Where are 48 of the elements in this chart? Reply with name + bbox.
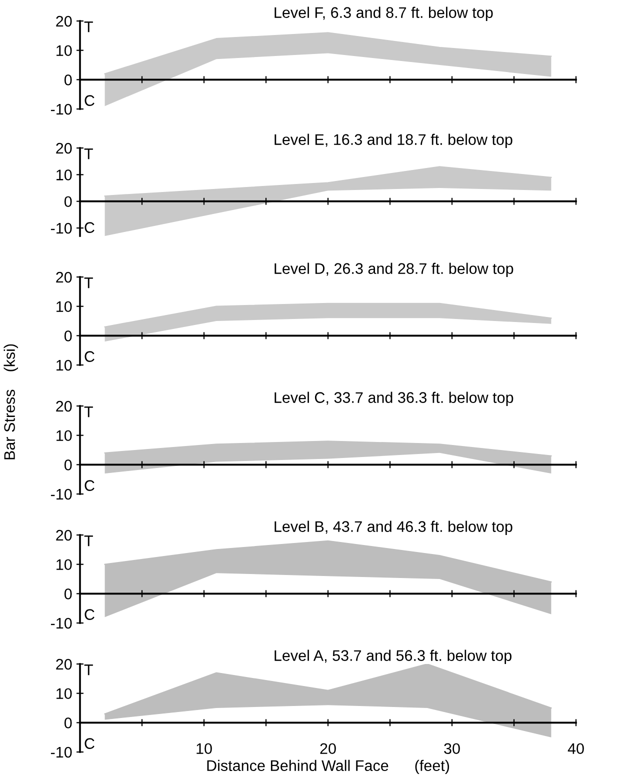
y-tick-label: 20 <box>56 16 72 27</box>
y-tick-label: -10 <box>50 488 72 500</box>
x-tick-label: 10 <box>196 743 212 754</box>
chart-title: Level D, 26.3 and 28.7 ft. below top <box>274 262 514 277</box>
y-tick-label: 20 <box>56 142 72 154</box>
y-tick-label: 20 <box>56 530 72 541</box>
chart-title: Level C, 33.7 and 36.3 ft. below top <box>274 392 514 406</box>
y-tick-label: -10 <box>50 746 72 758</box>
y-tick-label: -10 <box>50 618 72 629</box>
y-tick-label: -10 <box>50 222 72 234</box>
annotation: C <box>84 738 94 749</box>
annotation: T <box>84 536 93 546</box>
x-axis-title: Distance Behind Wall Face (feet) <box>207 760 450 774</box>
y-tick-label: 10 <box>56 559 72 570</box>
y-tick-label: 20 <box>56 400 72 412</box>
y-tick-label: 0 <box>64 588 72 600</box>
annotation: C <box>84 609 94 620</box>
y-axis-title: Bar Stress (ksi) <box>4 344 18 460</box>
chart-title: Level B, 43.7 and 46.3 ft. below top <box>274 520 512 535</box>
annotation: C <box>84 222 94 233</box>
x-tick-label: 30 <box>444 743 460 754</box>
annotation: T <box>84 406 93 418</box>
y-tick-label: 10 <box>56 45 72 56</box>
y-tick-label: 0 <box>64 718 72 728</box>
annotation: T <box>84 664 93 676</box>
chart-title: Level F, 6.3 and 8.7 ft. below top <box>274 6 493 21</box>
y-tick-label: 0 <box>64 330 72 342</box>
x-tick-label: 40 <box>568 743 584 754</box>
annotation: C <box>84 480 94 491</box>
annotation: C <box>84 95 94 106</box>
y-tick-label: 10 <box>56 360 72 371</box>
annotation: T <box>84 278 93 288</box>
annotation: T <box>84 148 93 160</box>
y-tick-label: 0 <box>64 196 72 208</box>
y-tick-label: 20 <box>56 658 72 670</box>
y-tick-label: -10 <box>50 104 72 115</box>
y-tick-label: 10 <box>56 688 72 700</box>
annotation: T <box>84 22 93 32</box>
chart-title: Level A, 53.7 and 56.3 ft. below top <box>274 650 512 664</box>
chart-title: Level E, 16.3 and 18.7 ft. below top <box>274 134 512 148</box>
y-tick-label: 0 <box>64 460 72 470</box>
x-tick-label: 20 <box>320 743 336 754</box>
y-tick-label: 10 <box>56 170 72 180</box>
y-tick-label: 10 <box>56 301 72 312</box>
y-tick-label: 10 <box>56 430 72 442</box>
annotation: C <box>84 351 94 362</box>
y-tick-label: 0 <box>64 74 72 86</box>
y-tick-label: 20 <box>56 272 72 283</box>
